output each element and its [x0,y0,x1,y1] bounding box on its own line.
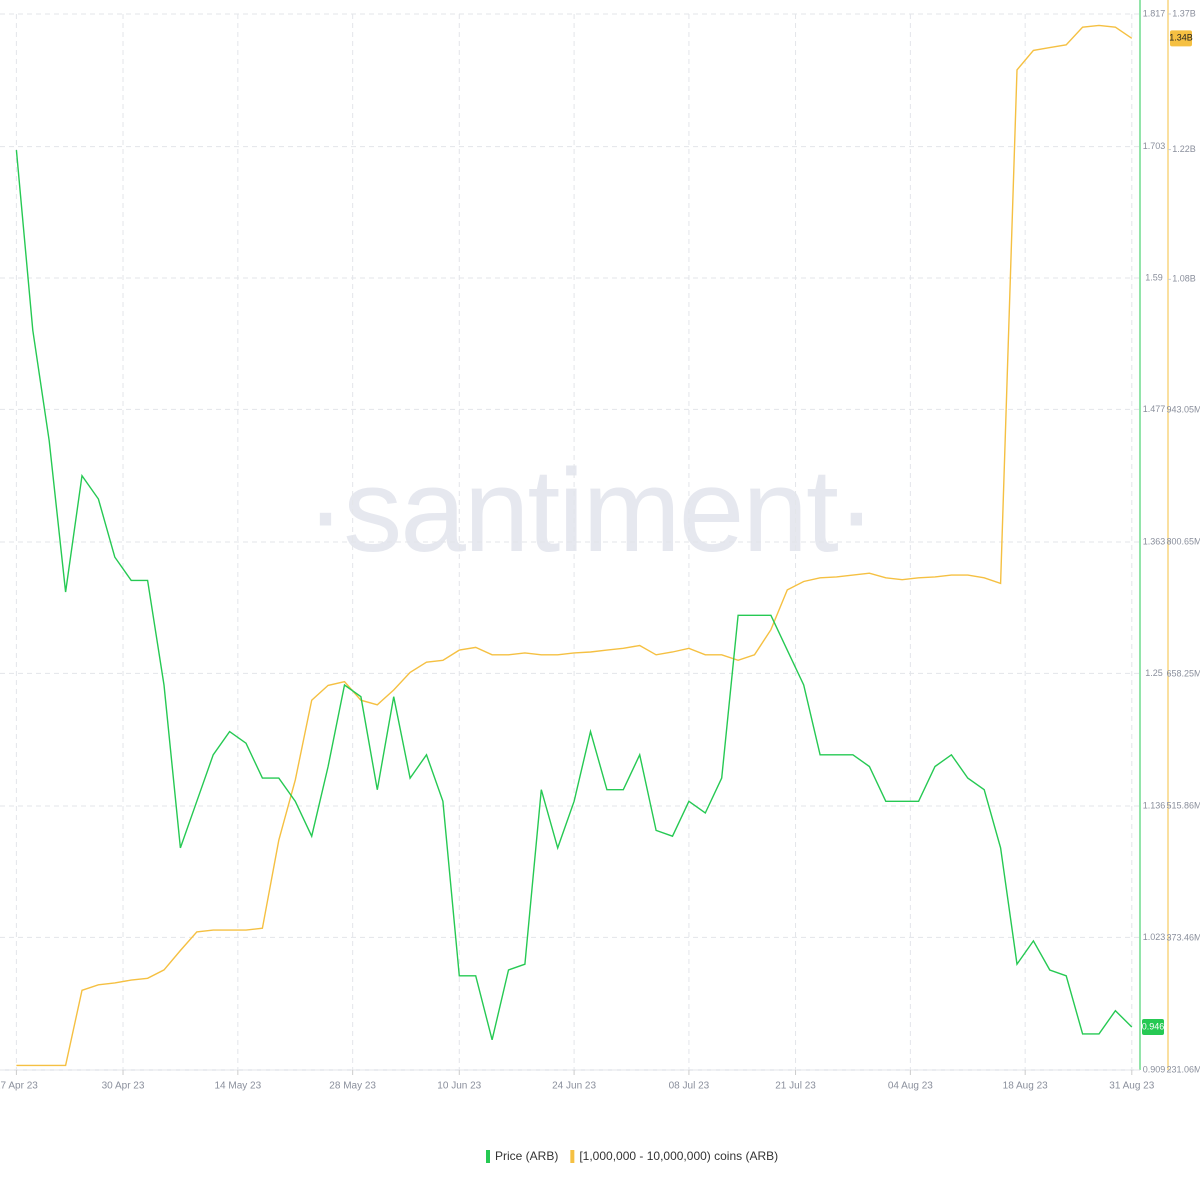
y-tick-label: 1.59 [1145,272,1163,282]
y2-tick-label: 373.46M [1166,932,1200,942]
series-line [16,24,1133,1067]
y2-tick-label: 658.25M [1166,668,1200,678]
x-tick-label: 31 Aug 23 [1109,1081,1154,1092]
legend-label: [1,000,000 - 10,000,000) coins (ARB) [579,1149,778,1163]
series-line [15,150,1133,1040]
legend-swatch [486,1150,490,1163]
y-tick-label: 1.023 [1143,932,1166,942]
legend-label: Price (ARB) [495,1149,558,1163]
last-value-badge [1170,30,1192,47]
last-value-label: 1.34B [1169,33,1193,43]
x-tick-label: 18 Aug 23 [1003,1081,1048,1092]
x-tick-label: 14 May 23 [214,1081,261,1092]
y-tick-label: 0.909 [1143,1064,1166,1074]
y-tick-label: 1.477 [1143,404,1166,414]
x-tick-label: 24 Jun 23 [552,1081,596,1092]
x-tick-label: 17 Apr 23 [0,1081,38,1092]
x-tick-label: 21 Jul 23 [775,1081,816,1092]
legend-swatch [570,1150,575,1163]
y2-tick-label: 943.05M [1166,404,1200,414]
y-tick-label: 1.25 [1145,668,1163,678]
y-tick-label: 1.136 [1143,800,1166,810]
y2-tick-label: 515.86M [1166,800,1200,810]
x-tick-label: 04 Aug 23 [888,1081,933,1092]
y2-tick-label: 231.06M [1166,1064,1200,1074]
y2-tick-label: 1.08B [1172,274,1196,284]
x-tick-label: 30 Apr 23 [102,1081,145,1092]
y2-tick-label: 1.22B [1172,144,1196,154]
y2-tick-label: 800.65M [1166,536,1200,546]
y-tick-label: 1.363 [1143,536,1166,546]
last-value-label: 0.946 [1142,1021,1165,1031]
watermark: ·santiment· [306,445,874,577]
y2-tick-label: 1.37B [1172,8,1196,18]
x-tick-label: 10 Jun 23 [437,1081,481,1092]
last-value-badge [1142,1018,1164,1035]
y-tick-label: 1.817 [1143,8,1166,18]
x-tick-label: 28 May 23 [329,1081,376,1092]
y-tick-label: 1.703 [1143,141,1166,151]
x-tick-label: 08 Jul 23 [669,1081,710,1092]
